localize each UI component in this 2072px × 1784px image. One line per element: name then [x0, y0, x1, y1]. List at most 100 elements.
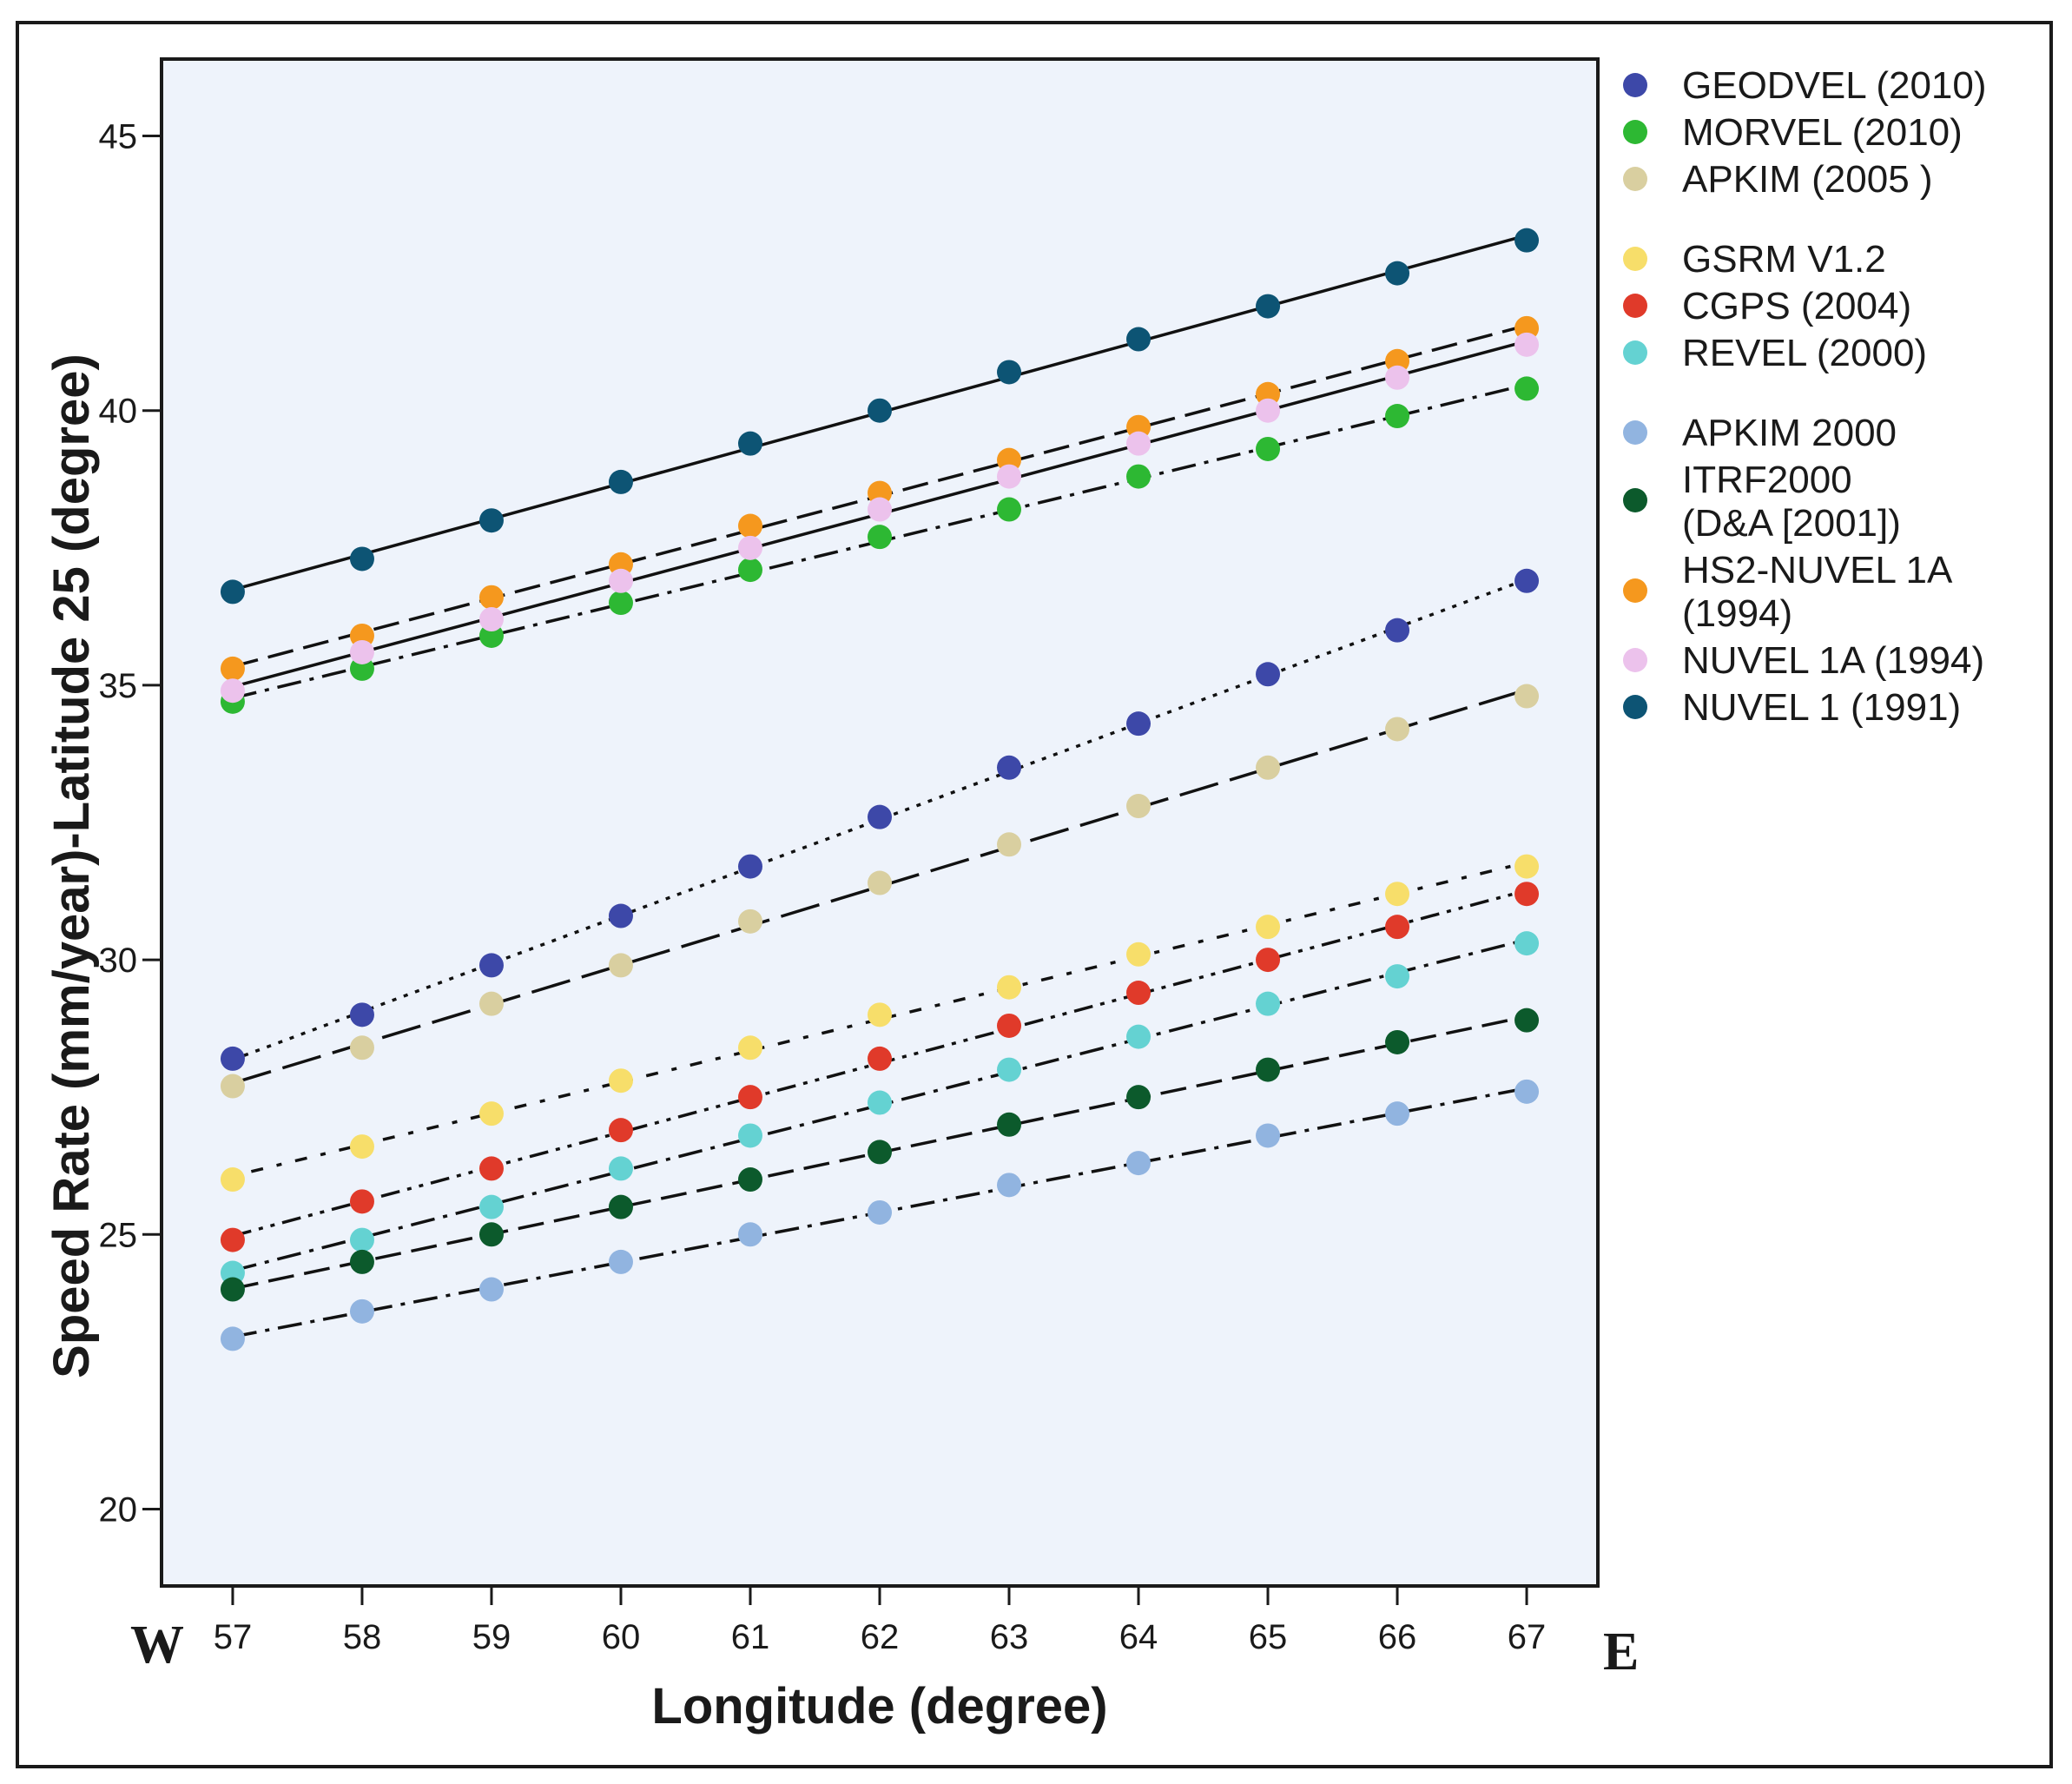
legend-marker	[1623, 488, 1647, 512]
data-point	[1385, 717, 1410, 742]
data-point	[478, 991, 504, 1016]
x-tick-label: 58	[343, 1618, 382, 1656]
x-tick-label: 62	[861, 1618, 900, 1656]
data-point	[868, 525, 892, 550]
legend-marker	[1623, 695, 1647, 719]
data-point	[1385, 365, 1410, 390]
data-point	[220, 1167, 245, 1193]
data-point	[349, 1298, 374, 1324]
y-tick-label: 20	[99, 1490, 138, 1529]
data-point	[1126, 327, 1151, 352]
legend-marker	[1623, 578, 1647, 603]
data-point	[1514, 1079, 1540, 1104]
legend-item: NUVEL 1A (1994)	[1623, 639, 1984, 682]
legend-item: NUVEL 1 (1991)	[1623, 686, 1961, 729]
data-point	[1126, 1024, 1151, 1049]
x-tick-label: 59	[472, 1618, 511, 1656]
series-6	[220, 1079, 1540, 1351]
data-point	[737, 1123, 762, 1148]
data-point	[997, 1112, 1022, 1137]
legend-item: MORVEL (2010)	[1623, 111, 1963, 154]
data-point	[220, 1277, 245, 1302]
data-point	[737, 431, 762, 456]
data-point	[1256, 1123, 1281, 1148]
data-point	[997, 1057, 1022, 1082]
data-point	[1514, 854, 1540, 879]
data-point	[997, 360, 1022, 385]
legend-label: NUVEL 1 (1991)	[1682, 686, 1961, 729]
data-point	[1256, 398, 1281, 423]
data-point	[608, 1249, 633, 1274]
legend-item: GSRM V1.2	[1623, 238, 1886, 281]
data-point	[349, 639, 374, 664]
data-point	[868, 870, 892, 895]
data-point	[737, 1167, 762, 1193]
x-tick-label: 64	[1119, 1618, 1158, 1656]
data-point	[1385, 882, 1410, 907]
data-point	[1256, 294, 1281, 319]
data-point	[478, 953, 504, 978]
data-point	[220, 1074, 245, 1099]
data-point	[1514, 228, 1540, 253]
data-point	[1126, 431, 1151, 456]
series-2	[220, 684, 1540, 1099]
figure-frame	[16, 21, 2053, 1768]
data-point	[868, 1199, 892, 1225]
data-point	[868, 1090, 892, 1115]
data-point	[1256, 1057, 1281, 1082]
legend-marker	[1623, 294, 1647, 318]
data-point	[608, 1194, 633, 1219]
data-point	[220, 656, 245, 681]
legend-label: (D&A [2001])	[1682, 502, 1901, 545]
data-point	[349, 1002, 374, 1027]
series-7	[220, 1008, 1540, 1302]
data-point	[478, 1101, 504, 1127]
x-tick-label: 61	[731, 1618, 770, 1656]
legend-item: APKIM 2000	[1623, 412, 1897, 454]
data-point	[997, 497, 1022, 522]
data-point	[868, 497, 892, 522]
legend-label: ITRF2000	[1682, 459, 1852, 501]
legend-label: APKIM 2000	[1682, 412, 1897, 454]
data-point	[349, 1035, 374, 1060]
x-axis-title: Longitude (degree)	[651, 1678, 1107, 1734]
legend-item: APKIM (2005 )	[1623, 158, 1933, 201]
legend-item: GEODVEL (2010)	[1623, 64, 1987, 107]
data-point	[1514, 684, 1540, 709]
data-point	[997, 975, 1022, 1000]
legend-item: CGPS (2004)	[1623, 285, 1911, 327]
legend-marker	[1623, 420, 1647, 445]
data-point	[349, 1134, 374, 1160]
data-point	[1385, 1029, 1410, 1054]
legend-marker	[1623, 648, 1647, 672]
plot-area	[160, 57, 1600, 1588]
y-tick-label: 25	[99, 1216, 138, 1254]
legend-marker	[1623, 73, 1647, 97]
data-point	[1385, 261, 1410, 286]
data-point	[349, 1227, 374, 1252]
data-point	[997, 755, 1022, 780]
data-point	[997, 1013, 1022, 1038]
data-point	[737, 1222, 762, 1247]
data-point	[1256, 436, 1281, 461]
data-point	[997, 832, 1022, 857]
data-point	[1126, 981, 1151, 1006]
x-tick-label: 67	[1508, 1618, 1547, 1656]
data-point	[1256, 755, 1281, 780]
legend-marker	[1623, 340, 1647, 365]
data-point	[1514, 376, 1540, 401]
data-point	[737, 1085, 762, 1110]
data-point	[608, 1068, 633, 1094]
data-point	[1385, 1101, 1410, 1127]
data-point	[997, 464, 1022, 489]
data-point	[1514, 1008, 1540, 1033]
x-tick-label: 63	[990, 1618, 1029, 1656]
legend-label: CGPS (2004)	[1682, 285, 1911, 327]
data-point	[1385, 964, 1410, 989]
data-point	[220, 678, 245, 704]
data-point	[868, 398, 892, 423]
legend-label: REVEL (2000)	[1682, 332, 1927, 374]
data-point	[349, 546, 374, 572]
data-point	[737, 909, 762, 934]
